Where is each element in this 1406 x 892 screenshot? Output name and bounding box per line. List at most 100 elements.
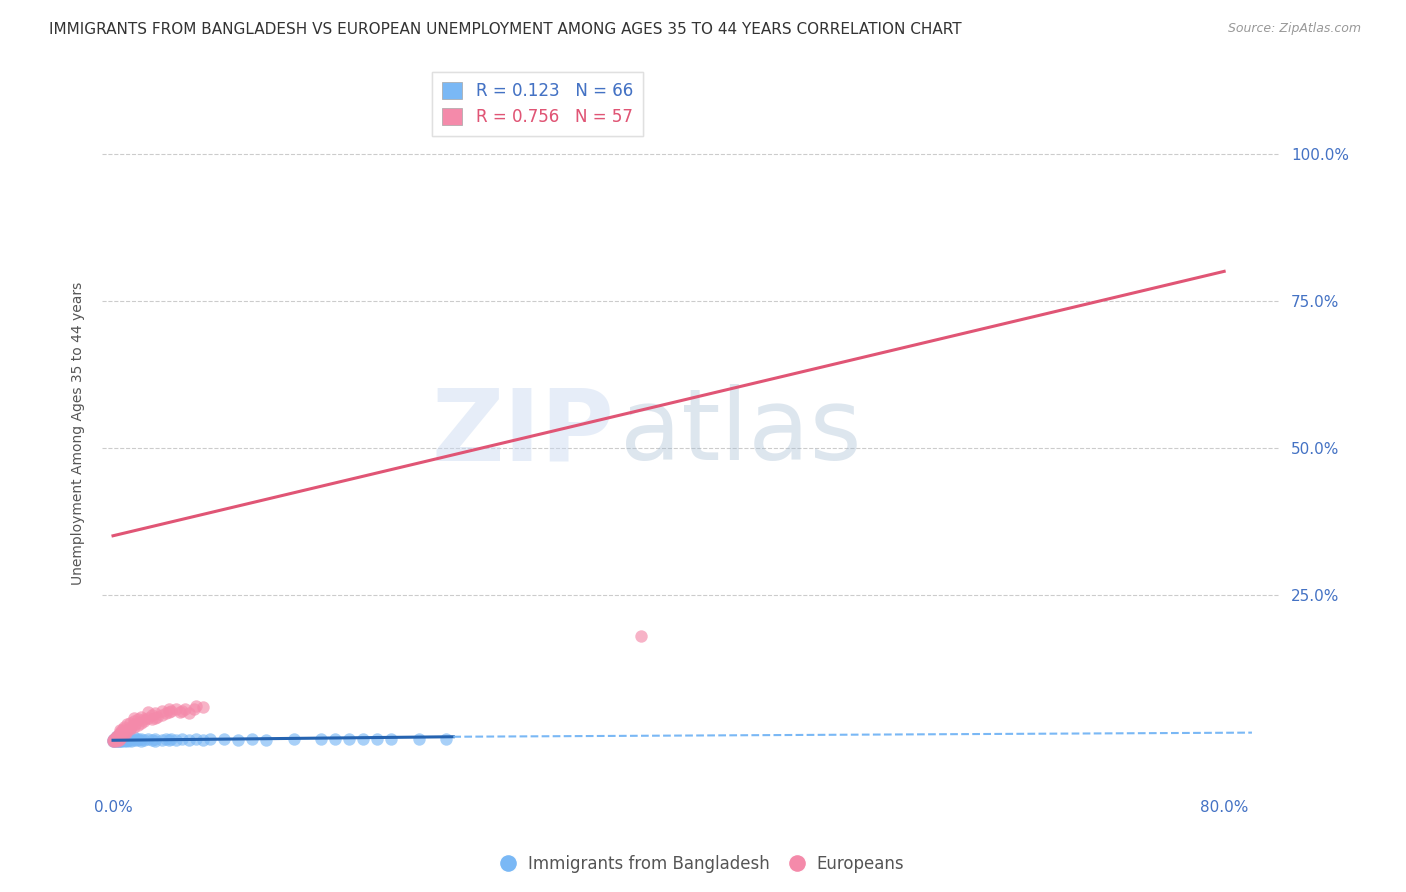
Point xyxy=(118,731,141,745)
Point xyxy=(108,725,131,739)
Point xyxy=(122,732,145,747)
Point xyxy=(112,732,135,747)
Point xyxy=(172,731,194,746)
Point xyxy=(107,732,129,747)
Point xyxy=(434,731,457,746)
Point xyxy=(157,705,180,719)
Point xyxy=(129,731,152,746)
Text: atlas: atlas xyxy=(620,384,862,482)
Point xyxy=(122,714,145,728)
Point xyxy=(114,733,136,747)
Point xyxy=(129,710,152,724)
Point xyxy=(146,710,169,724)
Point xyxy=(114,731,136,745)
Point xyxy=(104,733,127,747)
Point xyxy=(186,699,208,714)
Point xyxy=(141,708,163,723)
Point xyxy=(111,731,134,746)
Point xyxy=(108,734,131,748)
Point xyxy=(155,706,177,721)
Point xyxy=(114,725,136,739)
Y-axis label: Unemployment Among Ages 35 to 44 years: Unemployment Among Ages 35 to 44 years xyxy=(72,281,86,584)
Point xyxy=(160,732,183,747)
Point xyxy=(115,732,138,747)
Point xyxy=(108,731,131,746)
Point xyxy=(226,732,249,747)
Point xyxy=(132,712,155,726)
Point xyxy=(115,734,138,748)
Point xyxy=(150,732,173,747)
Legend: Immigrants from Bangladesh, Europeans: Immigrants from Bangladesh, Europeans xyxy=(495,848,911,880)
Point xyxy=(127,712,149,726)
Point xyxy=(118,722,141,736)
Point xyxy=(112,720,135,734)
Point xyxy=(136,731,159,746)
Point xyxy=(122,720,145,734)
Point xyxy=(122,711,145,725)
Point xyxy=(103,734,125,748)
Point xyxy=(193,700,215,714)
Point xyxy=(143,706,166,721)
Point xyxy=(124,716,146,731)
Point xyxy=(107,730,129,744)
Point xyxy=(179,706,201,721)
Point xyxy=(127,718,149,732)
Point xyxy=(108,731,131,745)
Point xyxy=(103,731,125,746)
Text: Source: ZipAtlas.com: Source: ZipAtlas.com xyxy=(1227,22,1361,36)
Point xyxy=(122,731,145,745)
Point xyxy=(115,723,138,737)
Point xyxy=(101,734,124,748)
Point xyxy=(105,734,128,748)
Point xyxy=(111,733,134,747)
Point xyxy=(104,734,127,748)
Point xyxy=(157,733,180,747)
Point xyxy=(337,731,360,746)
Point xyxy=(108,732,131,747)
Point xyxy=(141,733,163,747)
Point xyxy=(165,702,187,716)
Point xyxy=(212,732,235,747)
Point xyxy=(169,705,191,719)
Point xyxy=(104,733,127,747)
Point xyxy=(111,722,134,736)
Point xyxy=(136,711,159,725)
Point xyxy=(103,734,125,748)
Point xyxy=(105,729,128,743)
Point xyxy=(110,731,132,745)
Point xyxy=(110,732,132,747)
Point xyxy=(105,731,128,746)
Point xyxy=(101,733,124,747)
Point xyxy=(254,732,277,747)
Point xyxy=(283,731,305,746)
Point xyxy=(107,732,129,747)
Point xyxy=(118,715,141,730)
Point xyxy=(105,729,128,743)
Legend: R = 0.123   N = 66, R = 0.756   N = 57: R = 0.123 N = 66, R = 0.756 N = 57 xyxy=(433,71,643,136)
Point xyxy=(172,704,194,718)
Point xyxy=(110,730,132,744)
Point xyxy=(141,712,163,726)
Point xyxy=(408,731,430,746)
Point xyxy=(112,734,135,748)
Point xyxy=(323,732,346,747)
Point xyxy=(157,702,180,716)
Point xyxy=(150,708,173,723)
Point xyxy=(143,734,166,748)
Point xyxy=(132,714,155,728)
Point xyxy=(143,731,166,746)
Point xyxy=(129,715,152,730)
Point xyxy=(183,702,205,716)
Point xyxy=(186,732,208,747)
Point xyxy=(101,732,124,747)
Text: ZIP: ZIP xyxy=(432,384,614,482)
Point xyxy=(155,731,177,746)
Point xyxy=(132,732,155,747)
Point xyxy=(160,704,183,718)
Point xyxy=(125,733,148,747)
Text: IMMIGRANTS FROM BANGLADESH VS EUROPEAN UNEMPLOYMENT AMONG AGES 35 TO 44 YEARS CO: IMMIGRANTS FROM BANGLADESH VS EUROPEAN U… xyxy=(49,22,962,37)
Point xyxy=(120,720,142,734)
Point xyxy=(366,731,388,746)
Point xyxy=(112,727,135,741)
Point xyxy=(110,723,132,738)
